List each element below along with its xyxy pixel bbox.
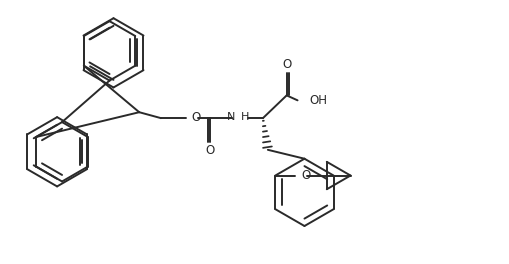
Text: H: H	[241, 112, 249, 122]
Text: O: O	[206, 144, 215, 157]
Text: N: N	[227, 112, 235, 122]
Text: OH: OH	[309, 94, 327, 107]
Text: O: O	[191, 111, 201, 124]
Text: O: O	[300, 169, 309, 182]
Text: O: O	[281, 58, 291, 71]
